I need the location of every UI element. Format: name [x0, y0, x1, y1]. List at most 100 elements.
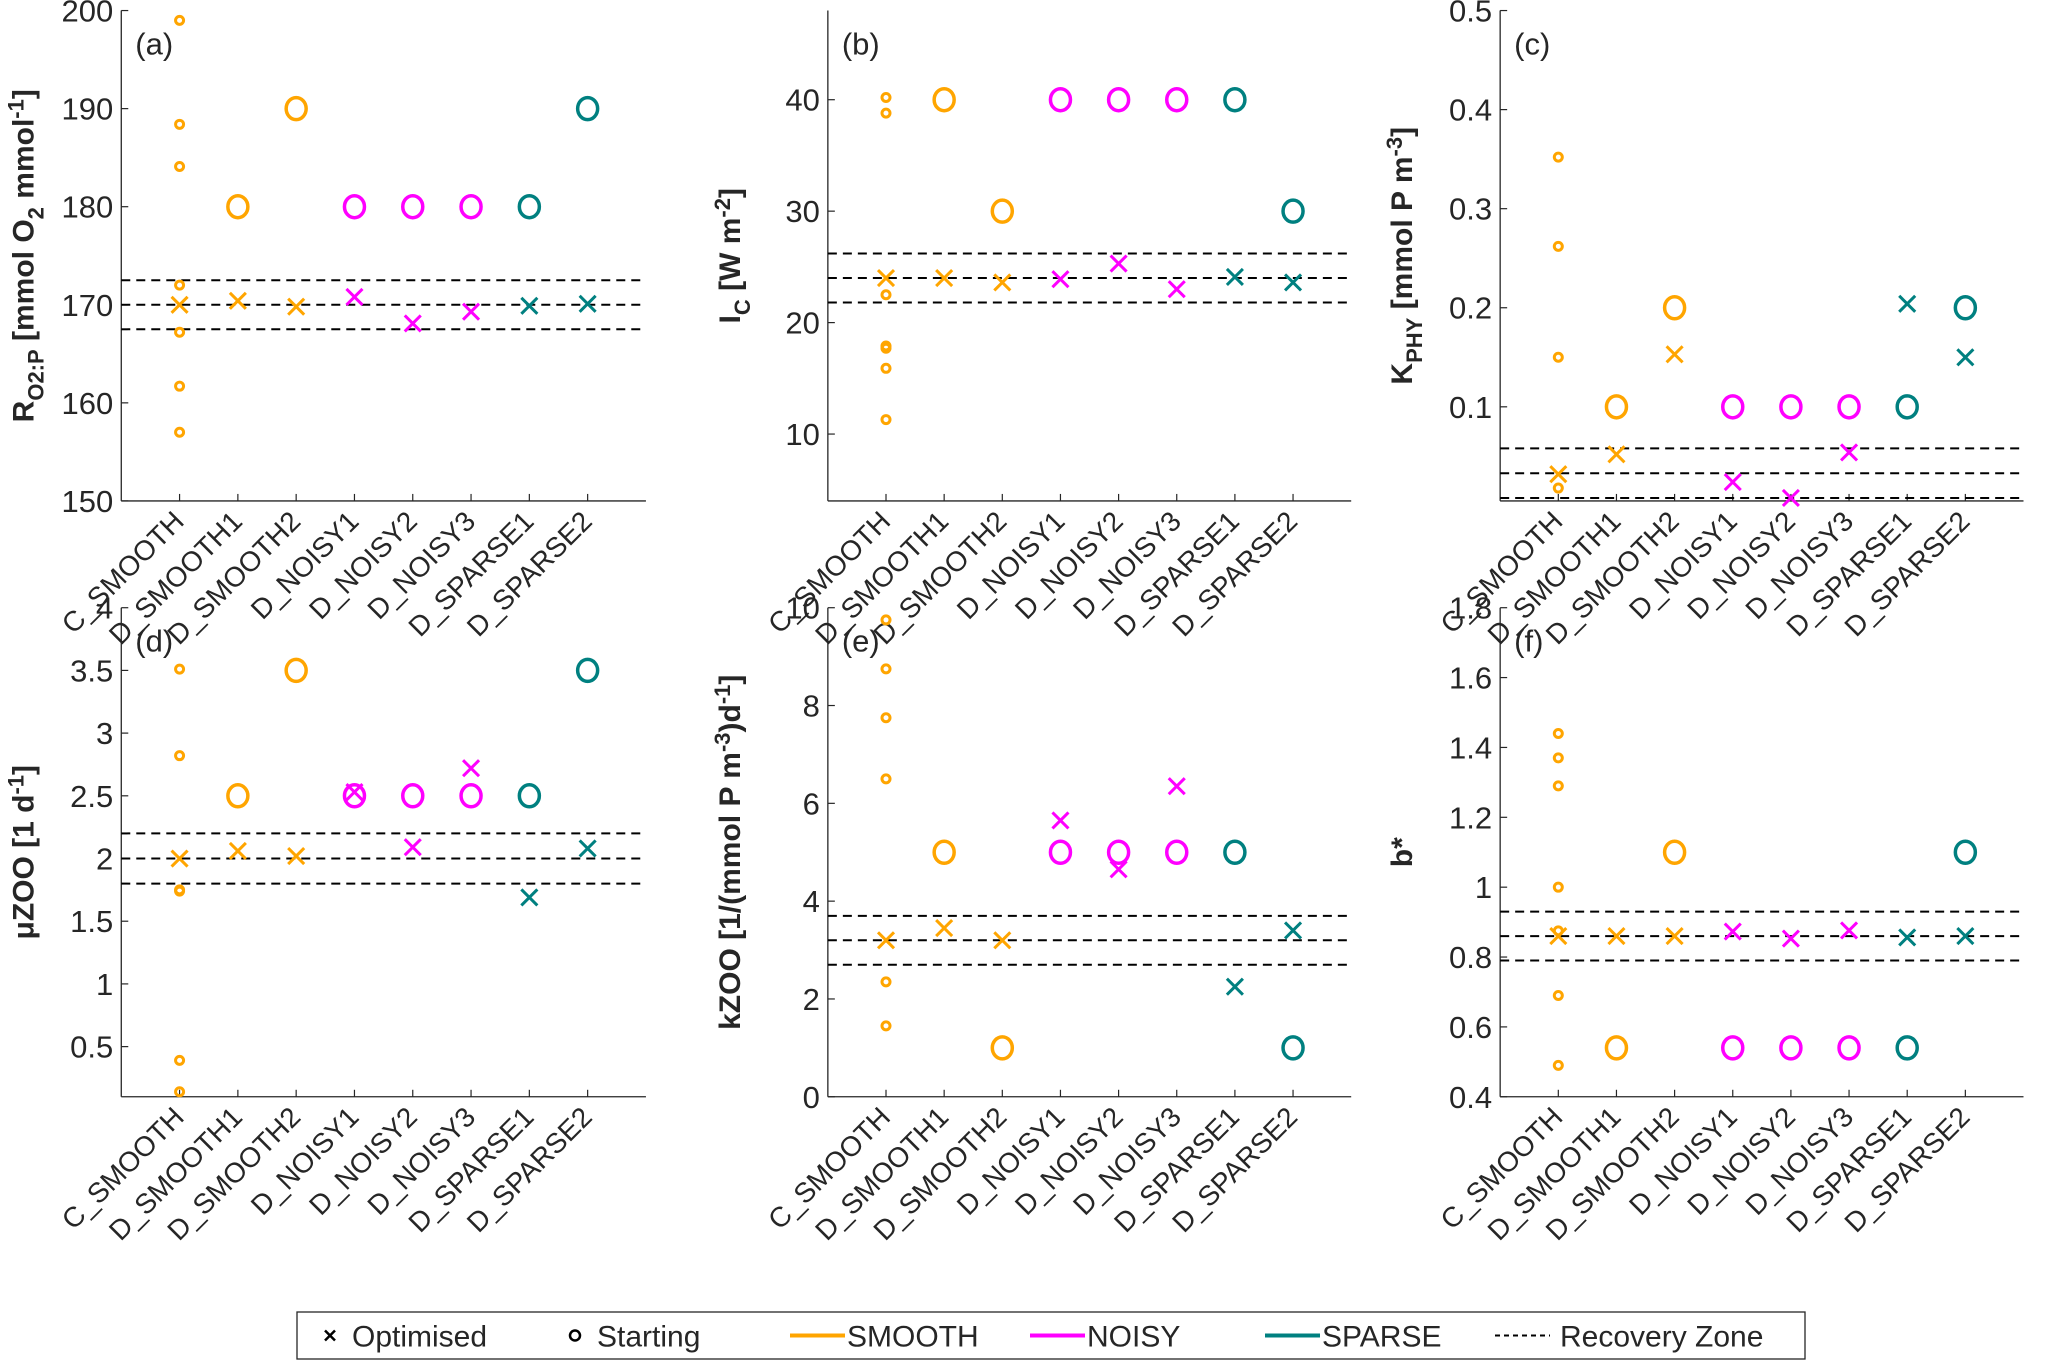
optimised-point: [993, 273, 1012, 292]
optimised-point: [1723, 473, 1742, 492]
starting-point: [1106, 839, 1131, 865]
y-tick-label: 160: [62, 386, 114, 421]
y-tick-label: 30: [785, 194, 819, 229]
c-smooth-start-point: [1552, 989, 1564, 1001]
optimised-point: [993, 931, 1012, 950]
y-tick-label: 180: [62, 190, 114, 225]
y-axis-label-part: C: [730, 299, 755, 315]
optimised-point: [935, 918, 954, 938]
y-tick-label: 8: [803, 689, 820, 724]
optimised-point: [287, 297, 306, 316]
optimised-point: [578, 839, 597, 858]
starting-point: [1953, 294, 1978, 321]
c-smooth-start-point: [1552, 752, 1564, 764]
c-smooth-start-point: [174, 1086, 186, 1098]
optimised-point: [876, 268, 896, 288]
y-tick-label: 1.2: [1449, 800, 1492, 835]
c-smooth-start-point: [1552, 727, 1564, 739]
y-tick-label: 6: [803, 786, 820, 821]
starting-point: [284, 657, 308, 684]
c-smooth-start-point: [1552, 151, 1564, 163]
y-axis-label-part: )d: [714, 704, 747, 732]
c-smooth-start-point: [174, 118, 186, 130]
starting-point: [1164, 839, 1189, 865]
c-smooth-start-point: [880, 1020, 892, 1032]
optimised-point: [1549, 927, 1568, 946]
y-axis-label-part: -1: [3, 99, 28, 119]
c-smooth-start-point: [880, 712, 892, 724]
optimised-point: [876, 931, 896, 950]
optimised-point: [1956, 348, 1975, 367]
starting-point: [1779, 1035, 1803, 1061]
y-axis-label-part: O2:P: [23, 349, 48, 400]
starting-point: [459, 783, 483, 809]
panels: 150160170180190200C_SMOOTHD_SMOOTH1D_SMO…: [3, 0, 2024, 1246]
c-smooth-start-point: [880, 663, 892, 675]
starting-point: [1895, 1035, 1919, 1061]
starting-point: [226, 193, 250, 220]
y-tick-label: 2: [96, 842, 113, 877]
y-tick-label: 1.8: [1449, 591, 1492, 626]
starting-point: [517, 783, 542, 809]
c-smooth-start-point: [1552, 351, 1564, 363]
legend-item-sparse: SPARSE: [1265, 1321, 1442, 1354]
legend: Optimised Starting SMOOTH NOISY SPARSE Recove…: [296, 1311, 1806, 1360]
y-tick-label: 20: [785, 306, 819, 341]
optimised-point: [935, 268, 954, 288]
y-axis-label: IC [W m-2]: [710, 188, 755, 323]
starting-point: [1662, 294, 1687, 321]
panel-label: (b): [842, 27, 880, 62]
starting-point: [459, 193, 483, 220]
panel-label: (e): [842, 624, 880, 659]
optimised-point: [1781, 929, 1800, 948]
y-axis-label-part: 2: [23, 207, 48, 219]
y-tick-label: 1: [96, 967, 113, 1002]
optimised-point: [228, 841, 247, 861]
y-axis-label-part: PHY: [1402, 317, 1427, 363]
c-smooth-start-point: [880, 107, 892, 119]
legend-item-optimised: Optimised: [324, 1321, 487, 1354]
y-tick-label: 3: [96, 716, 113, 751]
panel-b: 10203040C_SMOOTHD_SMOOTH1D_SMOOTH2D_NOIS…: [710, 10, 1352, 650]
legend-item-recovery-zone: Recovery Zone: [1495, 1321, 1763, 1354]
legend-label: SPARSE: [1322, 1321, 1442, 1354]
starting-point: [990, 198, 1015, 224]
y-tick-label: 1.4: [1449, 730, 1492, 765]
y-axis-label-part: K: [1386, 363, 1419, 385]
y-axis-label: RO2:P [mmol O2 mmol-1]: [3, 89, 48, 422]
panel-f: 0.40.60.811.21.41.61.8C_SMOOTHD_SMOOTH1D…: [1386, 591, 2024, 1246]
panel-e: 0246810C_SMOOTHD_SMOOTH1D_SMOOTH2D_NOISY…: [710, 591, 1352, 1246]
y-tick-label: 10: [785, 591, 819, 626]
y-tick-label: 2.5: [70, 779, 113, 814]
starting-point: [1048, 839, 1073, 865]
y-axis-label-part: b*: [1386, 837, 1419, 867]
optimised-point: [1051, 270, 1070, 289]
starting-point: [932, 86, 956, 113]
c-smooth-start-point: [880, 289, 892, 301]
starting-point: [1837, 394, 1861, 420]
y-tick-label: 0.3: [1449, 192, 1492, 227]
panel-label: (f): [1514, 624, 1543, 659]
optimised-point: [1109, 254, 1128, 273]
y-tick-label: 4: [96, 591, 113, 626]
starting-point: [342, 193, 367, 220]
optimised-point: [1839, 921, 1859, 940]
y-axis-label-part: ]: [7, 89, 40, 99]
y-tick-label: 150: [62, 484, 114, 519]
c-smooth-start-point: [174, 1054, 186, 1066]
legend-label: Optimised: [352, 1321, 487, 1354]
y-axis-label-part: kZOO [1/(mmol P m: [714, 752, 747, 1030]
c-smooth-start-point: [880, 414, 892, 426]
c-smooth-start-point: [1552, 780, 1564, 792]
panel-label: (c): [1514, 27, 1550, 62]
optimised-point: [228, 291, 247, 310]
optimised-point: [461, 302, 481, 321]
starting-point: [1223, 839, 1247, 865]
optimised-point: [1839, 443, 1859, 462]
optimised-point: [345, 287, 364, 306]
starting-point: [1895, 394, 1919, 420]
optimised-point: [345, 782, 364, 802]
c-smooth-start-point: [174, 279, 186, 291]
c-smooth-start-point: [174, 663, 186, 675]
starting-point: [226, 783, 250, 809]
